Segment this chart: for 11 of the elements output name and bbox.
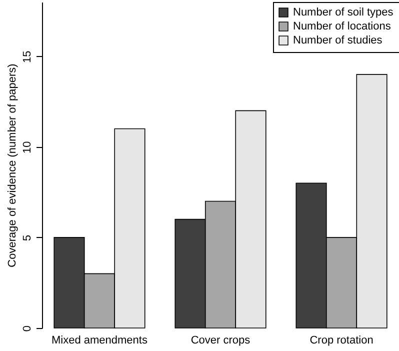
y-axis-title: Coverage of evidence (number of papers) — [6, 64, 18, 268]
x-tick-label: Mixed amendments — [51, 334, 148, 346]
y-tick-label: 15 — [22, 50, 34, 63]
legend-label: Number of studies — [293, 34, 383, 46]
y-tick-label: 0 — [22, 325, 34, 332]
x-tick-label: Cover crops — [190, 334, 251, 346]
y-tick-label: 5 — [22, 234, 34, 242]
legend-label: Number of locations — [293, 20, 392, 32]
y-tick-label: 10 — [22, 141, 34, 154]
x-tick-label: Crop rotation — [310, 334, 374, 346]
legend-label: Number of soil types — [293, 6, 394, 18]
